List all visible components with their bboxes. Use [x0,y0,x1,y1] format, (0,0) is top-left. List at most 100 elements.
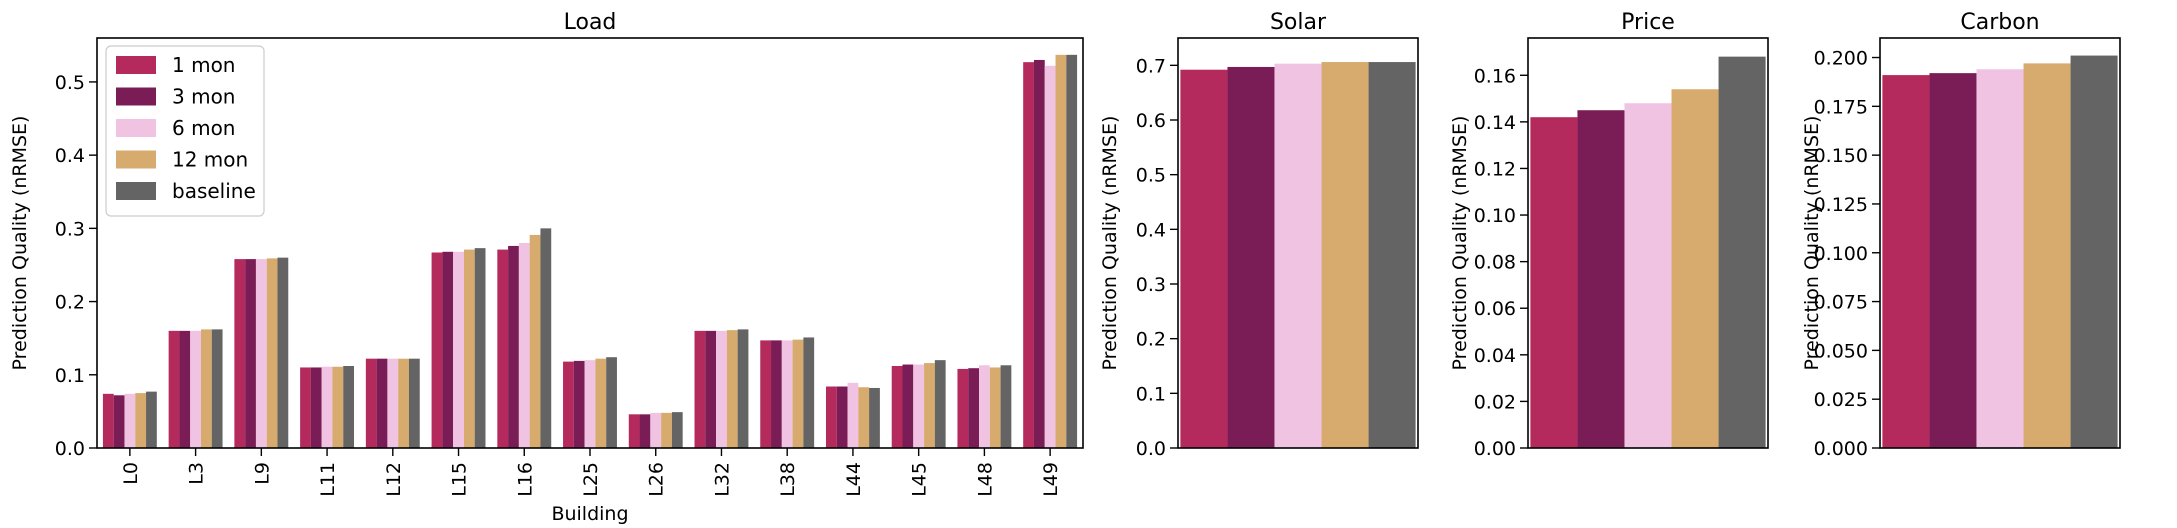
bar-12-mon [2023,63,2071,448]
bar-baseline-L48 [1000,365,1012,448]
bar-3-mon-L11 [310,367,322,448]
bar-12-mon-L38 [792,339,804,448]
bar-baseline-L38 [803,337,815,448]
bar-12-mon [1321,62,1369,449]
bar-6-mon-L9 [255,259,267,448]
bar-1-mon-L48 [957,368,969,448]
chart-panel-carbon: 0.000 0.025 0.050 0.075 0.100 0.125 0.150 0.175… [1801,10,2121,460]
bar-1-mon-L15 [431,252,443,448]
bar-1-mon [1180,69,1228,449]
x-tick-label: L12 [383,462,405,497]
y-tick-label: 0.075 [1814,292,1868,314]
bar-6-mon-L11 [321,366,333,448]
y-tick-label: 0.08 [1474,252,1516,274]
bar-6-mon-L12 [387,358,399,448]
bar-baseline-L45 [934,360,946,448]
legend-swatch-baseline [116,182,156,200]
x-tick-label: L26 [646,462,668,497]
bar-6-mon [1624,103,1672,448]
y-tick-label: 0.3 [55,218,85,240]
y-tick-label: 0.5 [55,72,85,94]
y-tick-label: 0.00 [1474,438,1516,460]
bar-1-mon-L11 [300,367,311,448]
bar-1-mon-L25 [563,361,574,448]
bar-1-mon-L9 [234,259,246,448]
chart-title: Solar [1270,10,1327,35]
bar-baseline-L16 [540,228,552,448]
bar-3-mon-L25 [573,360,585,449]
y-tick-label: 0.175 [1814,96,1868,118]
plot-frame [1527,37,1769,449]
y-tick-label: 0.14 [1474,112,1516,134]
bar-12-mon-L3 [200,329,212,448]
y-tick-label: 0.0 [1136,438,1166,460]
bar-12-mon-L0 [135,393,147,448]
bar-3-mon-L15 [442,251,454,448]
legend-label: 12 mon [172,148,248,172]
plot-frame [1177,37,1419,449]
bar-3-mon [1577,110,1625,448]
bar-baseline-L44 [869,387,880,448]
bar-6-mon-L32 [716,330,727,448]
bar-6-mon-L16 [518,243,530,448]
bar-12-mon-L26 [661,412,672,448]
y-tick-label: 0.06 [1474,298,1516,320]
bar-baseline-L26 [671,412,683,449]
chart-panel-price: 0.00 0.02 0.04 0.06 0.08 0.10 0.12 0.14 0.16 Pric… [1449,10,1769,460]
y-tick-label: 0.150 [1814,145,1868,167]
bar-baseline [2070,55,2118,448]
bar-1-mon-L45 [891,366,903,448]
bar-12-mon-L25 [595,358,607,448]
bar-1-mon-L16 [497,249,509,448]
legend-swatch-1-mon [116,56,156,74]
x-tick-label: L11 [317,462,339,497]
x-tick-label: L38 [777,462,799,497]
bar-1-mon-L0 [102,393,114,448]
bar-3-mon-L32 [705,330,717,448]
x-tick-label: L0 [120,462,142,485]
bar-6-mon-L3 [190,330,201,448]
plot-frame [1879,37,2121,449]
bar-1-mon-L26 [628,414,640,448]
y-tick-label: 0.1 [1136,383,1166,405]
y-tick-label: 0.12 [1474,158,1516,180]
chart-title: Price [1621,10,1675,35]
bar-6-mon-L45 [913,364,925,448]
bar-baseline-L49 [1066,54,1078,449]
y-tick-label: 0.2 [55,292,85,314]
bar-3-mon-L3 [179,330,191,448]
bar-1-mon-L12 [365,358,377,448]
bar-1-mon-L3 [168,330,180,448]
legend-label: 3 mon [172,85,235,109]
x-tick-label: L16 [514,462,536,497]
bar-6-mon-L26 [650,412,662,448]
bar-6-mon-L25 [584,360,596,448]
bar-3-mon-L45 [902,364,914,448]
x-tick-label: L45 [909,462,931,497]
y-tick-label: 0.2 [1136,329,1166,351]
bar-12-mon-L12 [398,358,409,448]
bar-12-mon-L49 [1055,54,1067,449]
y-tick-label: 0.5 [1136,165,1166,187]
y-tick-label: 0.000 [1814,438,1868,460]
bar-6-mon [1976,69,2024,449]
y-tick-label: 0.025 [1814,389,1868,411]
bar-1-mon-L44 [825,386,837,448]
y-tick-label: 0.125 [1814,194,1868,216]
bar-baseline-L9 [277,257,289,448]
bar-baseline-L0 [146,391,157,449]
bar-12-mon-L9 [266,258,278,449]
x-tick-label: L49 [1040,462,1062,497]
y-tick-label: 0.04 [1474,345,1516,367]
legend-swatch-3-mon [116,87,156,106]
bar-baseline-L32 [737,329,749,448]
bar-3-mon-L38 [771,340,782,449]
bar-12-mon-L48 [989,367,1001,448]
y-tick-label: 0.16 [1474,65,1516,87]
legend: 1 mon 3 mon 6 mon 12 mon baseline [105,45,265,217]
bar-baseline-L25 [606,357,617,448]
x-tick-label: L25 [580,462,602,497]
bar-6-mon-L0 [124,393,136,448]
bar-3-mon-L16 [508,245,519,448]
